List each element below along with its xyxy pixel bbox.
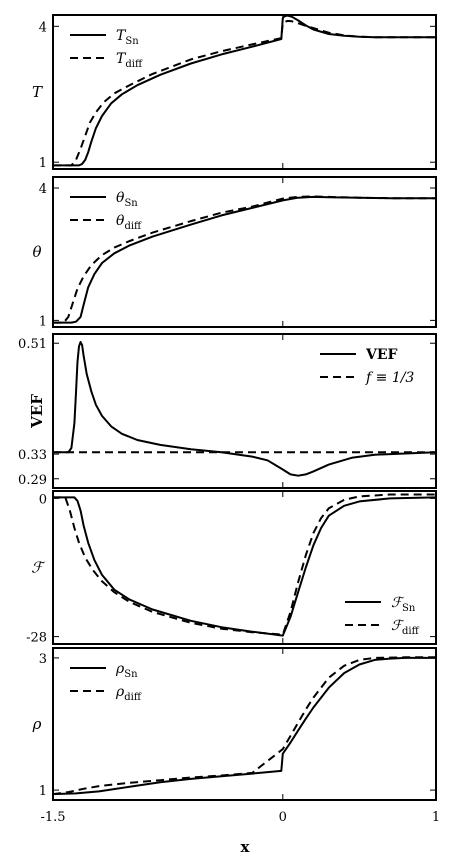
x-tick-label: 0	[279, 810, 287, 825]
plot-frame	[52, 14, 437, 170]
series-line	[53, 195, 436, 324]
series-line	[52, 656, 436, 796]
x-axis-ticks: -1.5 0 1	[40, 810, 440, 825]
y-axis-label: θ	[32, 243, 41, 261]
series-line	[53, 14, 436, 167]
y-tick-label: 1	[39, 784, 47, 799]
plot-frame	[52, 490, 437, 645]
series-line	[53, 341, 437, 477]
y-tick-label: 4	[39, 20, 47, 35]
series-line	[53, 195, 436, 324]
panel-flux: -28 0 ℱ ℱSn ℱdiff	[26, 490, 437, 646]
y-tick-label: 1	[39, 156, 47, 171]
y-axis-label: ℱ	[31, 559, 46, 577]
panel-T: 1 4 T TSn Tdiff	[32, 14, 437, 171]
legend-label: Tdiff	[116, 51, 143, 70]
plot-frame	[52, 333, 437, 489]
y-tick-label: 3	[39, 652, 47, 667]
y-axis-label: VEF	[28, 394, 46, 429]
legend-label: θSn	[116, 190, 138, 209]
y-tick-label: 0.33	[18, 448, 47, 463]
legend-label: θdiff	[116, 213, 142, 232]
y-tick-label: 1	[39, 314, 47, 329]
y-axis-label: ρ	[32, 715, 42, 733]
x-axis-label: x	[241, 838, 251, 856]
legend-label: ℱSn	[391, 595, 416, 614]
plot-frame	[52, 647, 437, 801]
legend-label: ℱdiff	[391, 618, 420, 637]
legend-label: ρSn	[115, 661, 138, 680]
y-tick-label: 4	[39, 182, 47, 197]
legend-label: ρdiff	[115, 684, 142, 703]
panel-rho: 1 3 ρ ρSn ρdiff	[32, 647, 437, 801]
legend-label: VEF	[365, 347, 398, 363]
legend-label: f ≡ 1/3	[365, 370, 414, 386]
panel-theta: 1 4 θ θSn θdiff	[32, 176, 437, 329]
y-tick-label: 0.51	[18, 337, 47, 352]
series-line	[53, 493, 436, 636]
panel-vef: 0.29 0.33 0.51 VEF VEF f ≡ 1/3	[18, 333, 437, 489]
x-tick-label: 1	[432, 810, 440, 825]
x-tick-label: -1.5	[40, 810, 65, 825]
y-axis-label: T	[32, 83, 43, 101]
y-tick-label: 0	[39, 492, 47, 507]
series-line	[52, 656, 436, 796]
y-tick-label: -28	[26, 631, 47, 646]
series-line	[53, 496, 437, 637]
y-tick-label: 0.29	[18, 473, 47, 488]
plot-frame	[52, 176, 437, 328]
series-line	[53, 19, 436, 167]
legend-label: TSn	[116, 28, 139, 47]
